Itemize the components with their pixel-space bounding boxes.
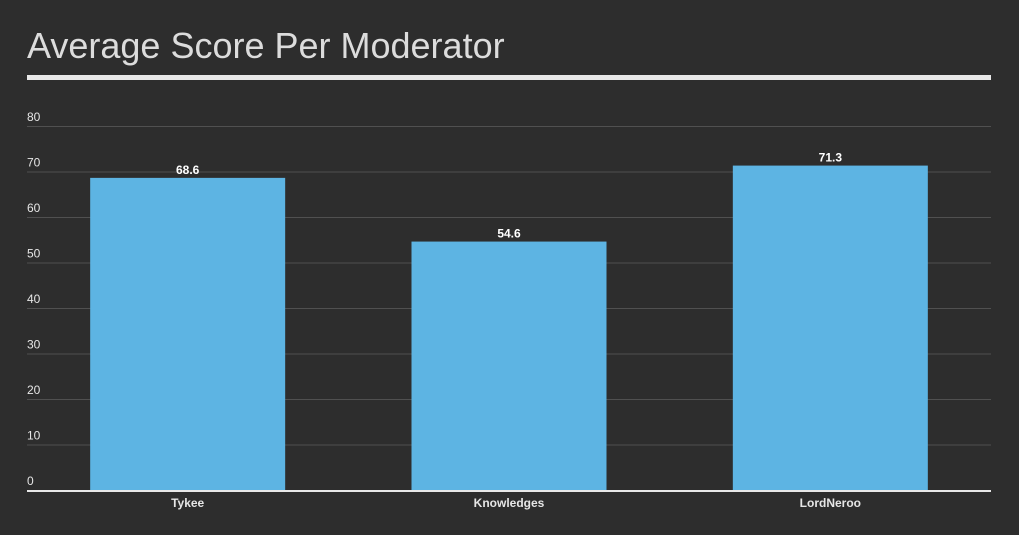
- y-tick-label: 70: [27, 156, 41, 170]
- bar-lordneroo: [732, 165, 928, 490]
- y-tick-label: 80: [27, 110, 41, 124]
- data-label: 54.6: [497, 227, 521, 241]
- data-label: 68.6: [176, 163, 200, 177]
- bars: [90, 165, 928, 490]
- y-tick-label: 0: [27, 474, 34, 488]
- y-tick-label: 30: [27, 338, 41, 352]
- x-axis-ticks: Tykee Knowledges LordNeroo: [171, 496, 861, 510]
- chart-title: Average Score Per Moderator: [27, 25, 505, 66]
- bar-tykee: [90, 177, 286, 490]
- y-tick-label: 20: [27, 383, 41, 397]
- data-labels: 68.6 54.6 71.3: [176, 151, 842, 241]
- data-label: 71.3: [819, 151, 843, 165]
- y-tick-label: 50: [27, 247, 41, 261]
- title-underline: [27, 75, 991, 80]
- y-tick-label: 40: [27, 292, 41, 306]
- y-tick-label: 10: [27, 429, 41, 443]
- x-tick-label: Tykee: [171, 496, 204, 510]
- y-axis-ticks: 0 10 20 30 40 50 60 70 80: [27, 110, 41, 488]
- y-tick-label: 60: [27, 201, 41, 215]
- x-tick-label: Knowledges: [474, 496, 545, 510]
- x-tick-label: LordNeroo: [800, 496, 861, 510]
- bar-knowledges: [411, 241, 607, 490]
